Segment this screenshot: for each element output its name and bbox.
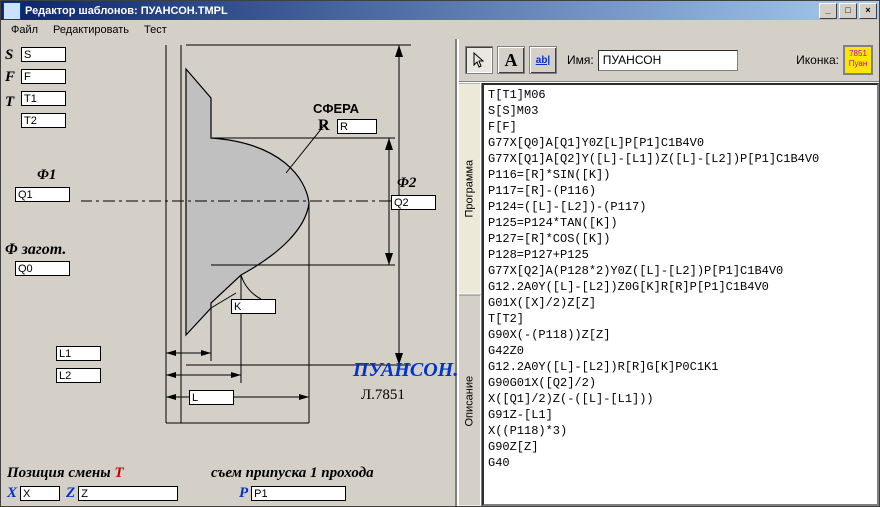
input-T2[interactable] [21, 113, 66, 128]
maximize-button[interactable]: □ [839, 3, 857, 19]
label-phi2: Φ2 [397, 175, 416, 192]
label-T-red: T [114, 465, 123, 481]
tool-cursor[interactable] [465, 46, 493, 74]
title-code: Л.7851 [361, 387, 405, 404]
icon-button[interactable]: 7851 Пуан [843, 45, 873, 75]
input-K[interactable] [231, 299, 276, 314]
label-P: P [239, 485, 248, 502]
menu-test[interactable]: Тест [144, 24, 167, 36]
input-template-name[interactable] [598, 50, 738, 71]
code-scroll[interactable]: T[T1]M06 S[S]M03 F[F] G77X[Q0]A[Q1]Y0Z[L… [482, 83, 879, 506]
tool-text-A[interactable]: A [497, 46, 525, 74]
input-L[interactable] [189, 390, 234, 405]
label-poz-smeny: Позиция смены [7, 465, 111, 481]
menu-edit[interactable]: Редактировать [53, 24, 129, 36]
label-X: X [7, 485, 17, 502]
menubar: Файл Редактировать Тест [1, 20, 879, 39]
program-code[interactable]: T[T1]M06 S[S]M03 F[F] G77X[Q0]A[Q1]Y0Z[L… [484, 85, 877, 473]
input-R[interactable] [337, 119, 377, 134]
label-name: Имя: [567, 53, 594, 67]
menu-file[interactable]: Файл [11, 24, 38, 36]
input-P[interactable] [251, 486, 346, 501]
label-F: F [5, 69, 15, 86]
input-L2[interactable] [56, 368, 101, 383]
label-phizag: Φ загот. [5, 241, 66, 259]
input-phizag[interactable] [15, 261, 70, 276]
input-L1[interactable] [56, 346, 101, 361]
input-T1[interactable] [21, 91, 66, 106]
split-pane: S F T Φ1 Φ загот. [1, 39, 879, 506]
input-X[interactable] [20, 486, 60, 501]
app-icon [3, 2, 21, 20]
title-name: ПУАНСОН. [353, 359, 458, 382]
label-icon: Иконка: [796, 53, 839, 67]
input-phi2[interactable] [391, 195, 436, 210]
label-sphere: СФЕРА [313, 101, 359, 116]
label-T: T [5, 94, 14, 111]
diagram: СФЕРА R Φ2 ПУАНСОН. Л.7851 [81, 43, 421, 443]
left-pane: S F T Φ1 Φ загот. [1, 39, 457, 506]
input-phi1[interactable] [15, 187, 70, 202]
label-S: S [5, 47, 13, 64]
tool-edit-ab[interactable]: ab| [529, 46, 557, 74]
vertical-tabs: Программа Описание [459, 83, 482, 506]
tab-program[interactable]: Программа [459, 83, 481, 295]
close-button[interactable]: × [859, 3, 877, 19]
label-pripusk: съем припуска 1 прохода [211, 465, 374, 481]
titlebar: Редактор шаблонов: ПУАНСОН.TMPL _ □ × [1, 1, 879, 20]
label-R: R [318, 117, 330, 135]
window-title: Редактор шаблонов: ПУАНСОН.TMPL [25, 5, 817, 17]
input-Z[interactable] [78, 486, 178, 501]
right-toolbar: A ab| Имя: Иконка: 7851 Пуан [459, 39, 879, 82]
right-pane: A ab| Имя: Иконка: 7851 Пуан Программа О… [457, 39, 879, 506]
input-F[interactable] [21, 69, 66, 84]
input-S[interactable] [21, 47, 66, 62]
app-window: Редактор шаблонов: ПУАНСОН.TMPL _ □ × Фа… [0, 0, 880, 507]
label-phi1: Φ1 [37, 167, 56, 184]
label-Z: Z [66, 485, 75, 502]
minimize-button[interactable]: _ [819, 3, 837, 19]
tab-description[interactable]: Описание [459, 295, 481, 507]
program-area: Программа Описание T[T1]M06 S[S]M03 F[F]… [459, 82, 879, 506]
